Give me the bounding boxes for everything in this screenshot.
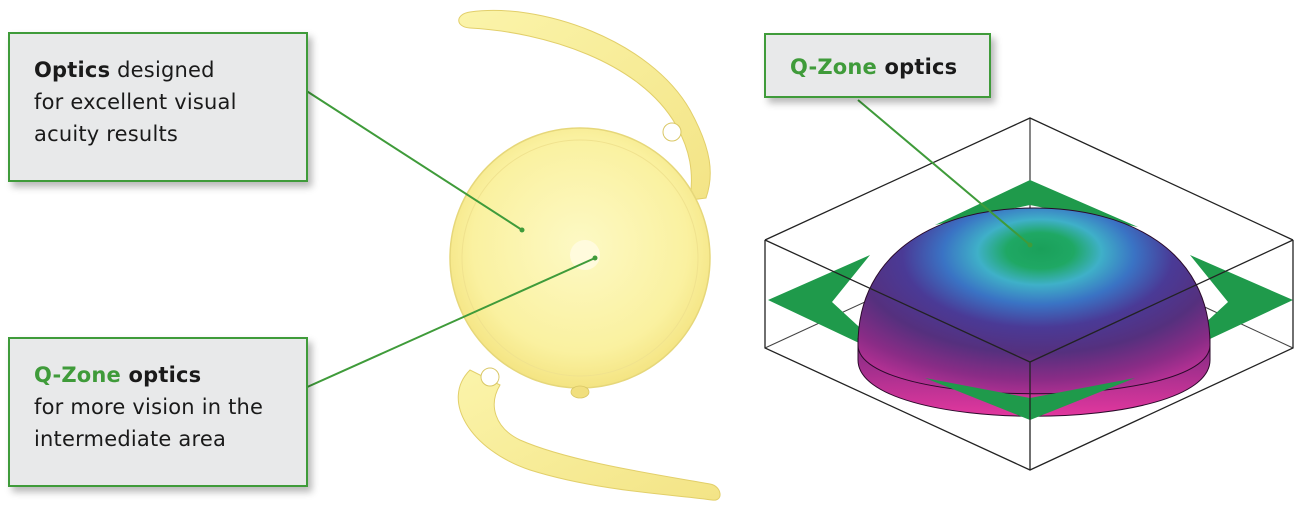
leader-qzone-right [857,99,1031,246]
callout-qzone-left-line-1: Q-Zone optics [34,359,282,391]
qzone-left-bold-label: optics [121,363,202,387]
callout-qzone-left-line-3: intermediate area [34,427,227,451]
intraocular-lens [449,9,721,501]
callout-qzone-left: Q-Zone optics for more vision in the int… [8,337,308,487]
dome-surface [857,207,1211,395]
callout-qzone-right: Q-Zone optics [764,33,991,98]
callout-qzone-right-line-1: Q-Zone optics [790,51,965,83]
callout-optics: Optics designed for excellent visual acu… [8,32,308,182]
callout-qzone-left-line-2: for more vision in the [34,395,264,419]
qzone-left-green-label: Q-Zone [34,363,122,387]
callout-optics-line-3: acuity results [34,122,179,146]
qzone-right-bold-label: optics [877,55,958,79]
upper-haptic [458,9,711,201]
leader-qzone-left [304,257,596,389]
lower-haptic [457,369,721,501]
callout-optics-line-2: for excellent visual [34,90,237,114]
positioning-hole-bottom [480,367,500,387]
optics-bold-label: Optics [34,58,111,82]
qzone-right-green-label: Q-Zone [790,55,878,79]
callout-optics-line-1: Optics designed [34,54,282,86]
leader-lines [304,89,1031,389]
leader-optics [304,89,523,231]
positioning-hole-top [662,122,682,142]
q-zone-3d-diagram [764,117,1294,471]
q-zone-highlight [570,240,600,270]
optics-label-rest: designed [110,58,215,82]
